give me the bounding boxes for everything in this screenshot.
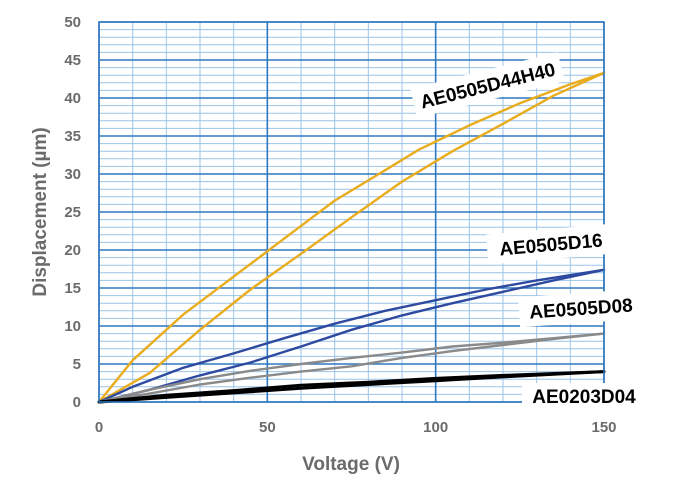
series-line-upper — [97, 332, 606, 404]
series-line-upper — [97, 71, 606, 404]
x-axis-tick-labels: 0 50 100 150 — [95, 419, 617, 436]
x-tick-label: 150 — [591, 419, 616, 436]
y-tick-label: 0 — [73, 394, 81, 411]
series-line-lower — [97, 71, 606, 404]
y-tick-label: 20 — [64, 242, 81, 259]
series-label-bg — [410, 52, 565, 118]
series-ae0203d04 — [97, 370, 606, 404]
series-line-lower — [97, 332, 606, 404]
series-label-text: AE0203D04 — [532, 387, 636, 408]
y-tick-label: 25 — [64, 204, 81, 221]
x-tick-label: 100 — [423, 419, 448, 436]
y-tick-label: 15 — [64, 280, 81, 297]
y-tick-label: 35 — [64, 128, 81, 145]
series-ae0505d44h40 — [97, 71, 606, 404]
series-label-ae0505d08: AE0505D08 — [518, 288, 644, 328]
y-tick-label: 45 — [64, 52, 81, 69]
y-axis-tick-labels: 0 5 10 15 20 25 30 35 40 45 50 — [64, 14, 81, 411]
plot-border — [98, 21, 605, 403]
y-tick-label: 30 — [64, 166, 81, 183]
series-label-ae0203d04: AE0203D04 — [522, 383, 646, 410]
series-ae0505d08 — [97, 332, 606, 404]
y-axis-title: Displacement (µm) — [30, 127, 51, 296]
y-tick-label: 50 — [64, 14, 81, 31]
y-tick-label: 5 — [73, 356, 81, 373]
series-label-bg — [522, 383, 646, 410]
series-layer — [97, 71, 606, 404]
x-axis-title: Voltage (V) — [302, 454, 400, 475]
series-line-upper — [97, 268, 606, 404]
x-tick-label: 0 — [95, 419, 103, 436]
series-label-bg — [518, 288, 644, 328]
x-tick-label: 50 — [259, 419, 276, 436]
y-tick-label: 10 — [64, 318, 81, 335]
series-ae0505d16 — [97, 268, 606, 404]
series-line-upper — [97, 370, 606, 404]
y-tick-label: 40 — [64, 90, 81, 107]
series-label-ae0505d16: AE0505D16 — [485, 223, 616, 265]
series-line-lower — [97, 268, 606, 404]
series-label-bg — [485, 223, 616, 265]
series-line-lower — [97, 370, 606, 404]
